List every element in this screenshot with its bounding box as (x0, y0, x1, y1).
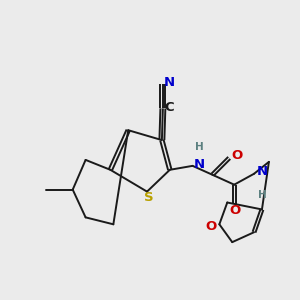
Text: H: H (258, 190, 266, 200)
Text: S: S (144, 191, 154, 204)
Text: C: C (164, 101, 174, 114)
Text: N: N (256, 165, 268, 178)
Text: N: N (163, 76, 174, 89)
Text: N: N (194, 158, 205, 171)
Text: H: H (195, 142, 204, 152)
Text: O: O (230, 204, 241, 217)
Text: O: O (206, 220, 217, 233)
Text: O: O (232, 149, 243, 162)
